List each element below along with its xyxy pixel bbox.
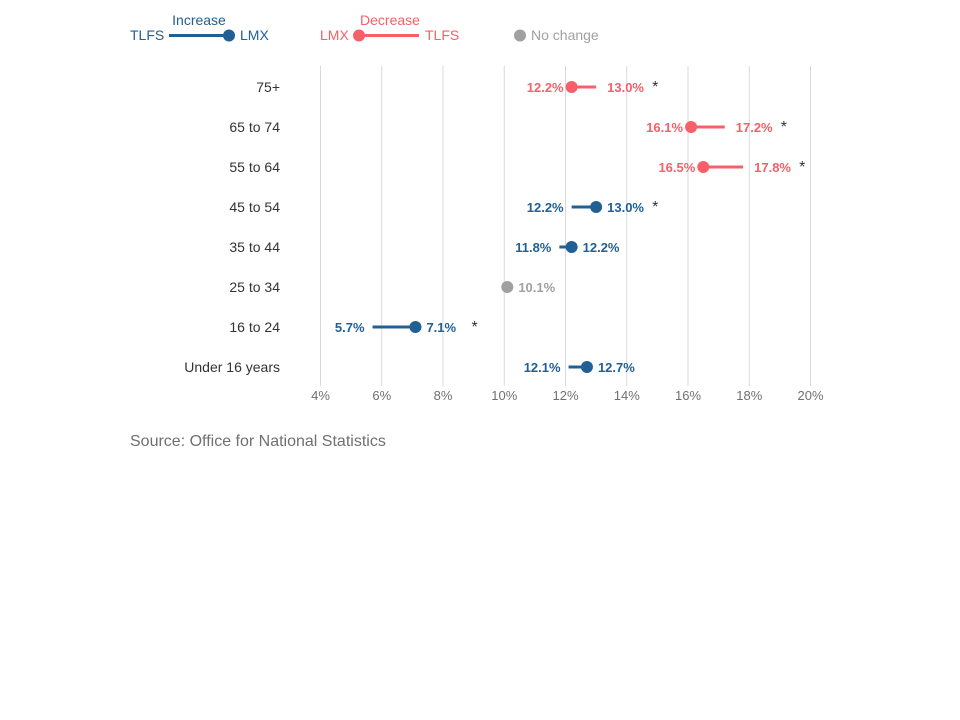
- x-tick-label: 20%: [797, 388, 823, 403]
- x-tick-label: 8%: [434, 388, 453, 403]
- value-label-low: 16.1%: [646, 120, 683, 135]
- value-label-high: 12.7%: [598, 360, 635, 375]
- legend-increase-dot: [223, 29, 235, 42]
- legend-no-change: No change: [514, 27, 599, 43]
- x-tick-label: 16%: [675, 388, 701, 403]
- lmx-point: [697, 161, 710, 173]
- legend-increase-right: LMX: [240, 27, 269, 43]
- value-label-high: 7.1%: [426, 320, 456, 335]
- value-label-high: 17.2%: [736, 120, 773, 135]
- legend-increase-title: Increase: [172, 12, 226, 28]
- value-label-low: 12.2%: [527, 80, 564, 95]
- category-label: 65 to 74: [229, 119, 280, 135]
- value-label-low: 11.8%: [515, 240, 552, 255]
- category-label: 25 to 34: [229, 279, 280, 295]
- value-label-high: 17.8%: [754, 160, 791, 175]
- legend-decrease-right: TLFS: [425, 27, 459, 43]
- legend-no-change-label: No change: [531, 27, 599, 43]
- category-label: 55 to 64: [229, 159, 280, 175]
- legend-decrease-title: Decrease: [360, 12, 420, 28]
- value-label-high: 12.2%: [583, 240, 620, 255]
- x-axis: 4% 6% 8% 10% 12% 14% 16% 18% 20%: [311, 388, 824, 403]
- category-label: 75+: [256, 79, 280, 95]
- category-label: 45 to 54: [229, 199, 280, 215]
- data-marks: 12.2% 13.0% * 16.1% 17.2% * 16.5% 17.8% * 12.2% 13…: [335, 79, 805, 375]
- legend-decrease-dot: [353, 29, 365, 42]
- grid-lines: [320, 66, 811, 386]
- x-tick-label: 14%: [614, 388, 640, 403]
- lmx-point: [685, 121, 698, 133]
- value-label: 10.1%: [518, 280, 555, 295]
- x-tick-label: 4%: [311, 388, 330, 403]
- legend-no-change-dot: [514, 29, 526, 42]
- significance-marker: *: [781, 119, 787, 136]
- category-label: 16 to 24: [229, 319, 280, 335]
- value-label-low: 5.7%: [335, 320, 365, 335]
- x-tick-label: 18%: [736, 388, 762, 403]
- x-tick-label: 6%: [372, 388, 391, 403]
- value-label-high: 13.0%: [607, 200, 644, 215]
- value-label-low: 12.1%: [524, 360, 561, 375]
- source-note: Source: Office for National Statistics: [130, 433, 386, 450]
- significance-marker: *: [799, 159, 805, 176]
- significance-marker: *: [652, 199, 658, 216]
- legend-increase: Increase TLFS LMX: [130, 12, 269, 43]
- lmx-point: [565, 81, 578, 93]
- legend-increase-left: TLFS: [130, 27, 164, 43]
- legend-decrease: Decrease LMX TLFS: [320, 12, 459, 43]
- value-label-low: 12.2%: [527, 200, 564, 215]
- category-label: 35 to 44: [229, 239, 280, 255]
- lmx-point: [409, 321, 422, 333]
- lmx-point: [565, 241, 578, 253]
- significance-marker: *: [471, 319, 477, 336]
- x-tick-label: 12%: [552, 388, 578, 403]
- legend-decrease-left: LMX: [320, 27, 349, 43]
- significance-marker: *: [652, 79, 658, 96]
- x-tick-label: 10%: [491, 388, 517, 403]
- value-label-low: 16.5%: [658, 160, 695, 175]
- legend: Increase TLFS LMX Decrease LMX TLFS No c…: [130, 12, 599, 43]
- value-label-high: 13.0%: [607, 80, 644, 95]
- lmx-point: [501, 281, 514, 293]
- category-labels: 75+ 65 to 74 55 to 64 45 to 54 35 to 44 25 to…: [184, 79, 280, 375]
- lmx-point: [590, 201, 603, 213]
- category-label: Under 16 years: [184, 359, 280, 375]
- lmx-point: [580, 361, 593, 373]
